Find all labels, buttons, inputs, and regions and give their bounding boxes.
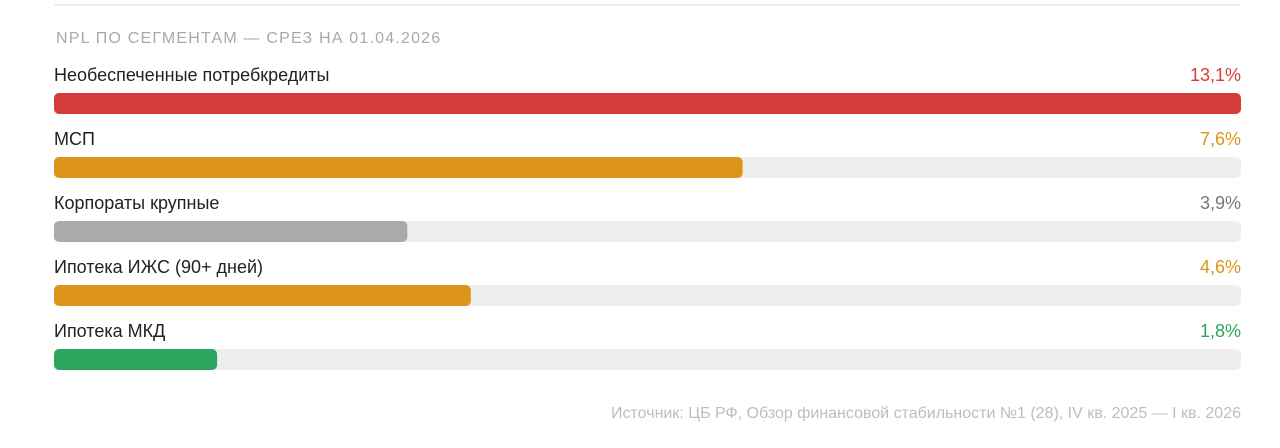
category-label: Ипотека МКД — [54, 321, 165, 341]
category-label: Корпораты крупные — [54, 193, 219, 213]
value-label: 1,8% — [1200, 321, 1241, 341]
value-label: 3,9% — [1200, 193, 1241, 213]
bar — [54, 285, 471, 306]
bar — [54, 221, 408, 242]
bar — [54, 157, 743, 178]
category-label: Необеспеченные потребкредиты — [54, 65, 330, 85]
bar — [54, 349, 218, 370]
bar — [54, 93, 1241, 114]
chart-title: NPL ПО СЕГМЕНТАМ — СРЕЗ НА 01.04.2026 — [56, 30, 441, 47]
value-label: 4,6% — [1200, 257, 1241, 277]
category-label: МСП — [54, 129, 95, 149]
bar-track — [54, 349, 1241, 370]
category-label: Ипотека ИЖС (90+ дней) — [54, 257, 263, 277]
source-note: Источник: ЦБ РФ, Обзор финансовой стабил… — [611, 405, 1241, 422]
value-label: 7,6% — [1200, 129, 1241, 149]
value-label: 13,1% — [1190, 65, 1241, 85]
